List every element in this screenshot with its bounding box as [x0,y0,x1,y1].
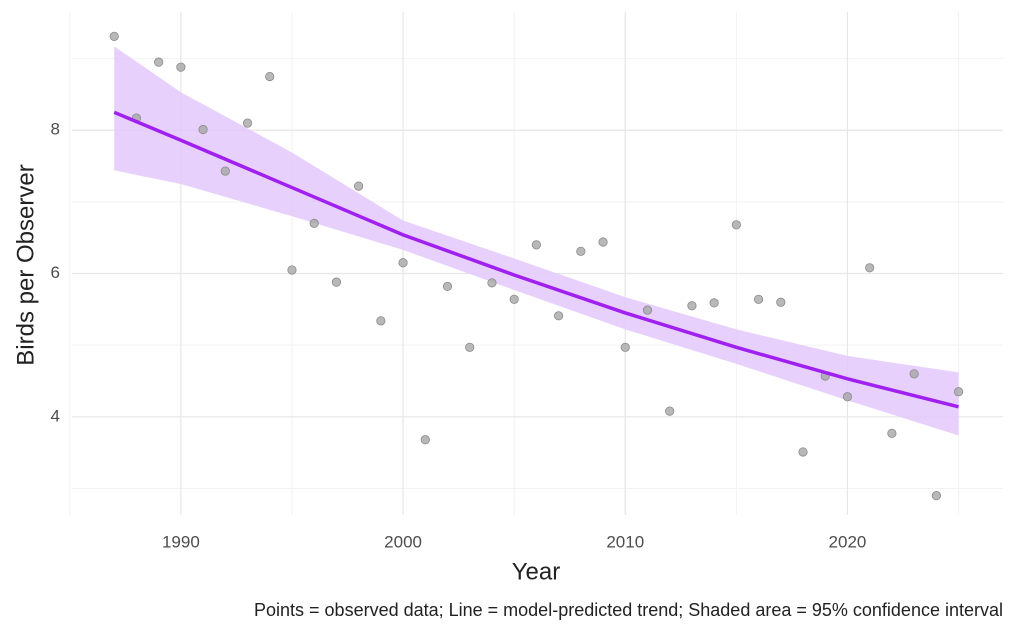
data-point [709,298,719,308]
data-point [309,218,319,228]
data-point [398,258,408,268]
y-tick-label: 4 [51,406,60,425]
data-point [487,278,497,288]
data-point [509,294,519,304]
x-tick-label: 2020 [829,532,867,551]
data-point [687,301,697,311]
data-point [798,447,808,457]
data-point [242,118,253,128]
data-point [287,265,297,275]
data-point [442,281,453,292]
data-point [953,387,964,397]
caption: Points = observed data; Line = model-pre… [254,600,1003,620]
y-tick-label: 6 [51,263,60,282]
data-point [465,342,475,352]
data-point [376,316,386,326]
data-point [665,406,675,416]
data-point [865,263,875,273]
x-tick-label: 1990 [162,532,200,551]
data-point [598,237,608,247]
data-point [354,181,364,191]
data-point [420,435,430,445]
y-axis-label: Birds per Observer [12,164,39,365]
data-point [554,311,564,321]
data-point [909,369,919,379]
data-point [154,57,164,67]
data-point [887,428,897,438]
data-point [198,124,208,135]
x-tick-label: 2000 [384,532,422,551]
confidence-band [114,46,959,436]
data-point [620,342,630,352]
data-point [220,166,230,176]
data-point [576,246,586,256]
x-axis-label: Year [512,558,561,585]
data-point [642,305,653,315]
data-point [176,62,186,72]
y-tick-label: 8 [51,120,60,139]
data-point [531,240,541,250]
data-point [753,294,764,304]
x-tick-label: 2010 [606,532,644,551]
data-point [109,31,119,41]
data-point [776,297,786,307]
data-point [842,392,853,402]
data-point [265,71,275,82]
trend-line [113,110,959,409]
data-point [331,277,342,287]
data-point [931,491,941,501]
data-point [731,220,741,230]
